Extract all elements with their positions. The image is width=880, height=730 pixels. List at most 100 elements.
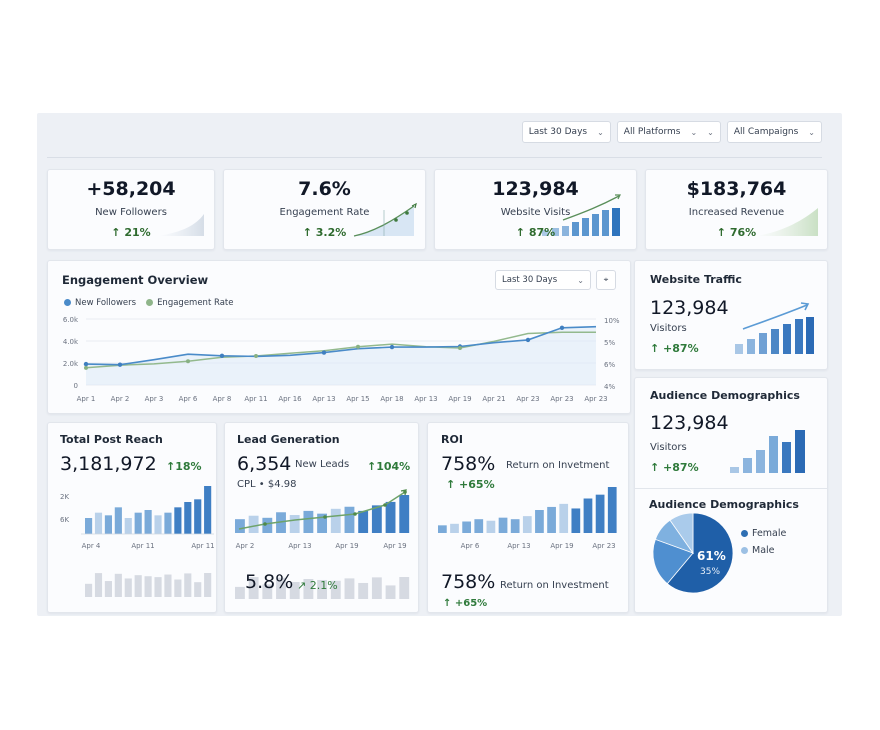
kpi-bar-sparkline xyxy=(542,194,621,236)
x-tick-label: Apr 21 xyxy=(482,395,505,403)
legend-item: Engagement Rate xyxy=(146,298,233,308)
bar xyxy=(164,512,172,534)
y-tick-label: 6K xyxy=(60,516,69,524)
ghost-bar xyxy=(303,578,314,599)
x-tick-label: Apr 13 xyxy=(288,542,311,550)
bar xyxy=(124,518,132,534)
ghost-bar xyxy=(114,573,122,597)
roi-card: ROI 758% Return on Invetment ↑ +65% Apr … xyxy=(427,422,629,613)
x-tick-label: Apr 11 xyxy=(244,395,267,403)
kpi-card-revenue[interactable]: $183,764 Increased Revenue ↑ 76% xyxy=(645,169,828,250)
pie-slice xyxy=(669,512,694,555)
x-tick-label: Apr 8 xyxy=(213,395,232,403)
kpi-value: 123,984 xyxy=(492,178,579,200)
data-point xyxy=(84,365,88,370)
bar xyxy=(134,512,142,534)
audience-demographics-card: Audience Demographics 123,984 Visitors ↑… xyxy=(634,377,828,613)
leads-change: ↑104% xyxy=(367,460,411,473)
kpi-card-visits[interactable]: 123,984 Website Visits ↑ 87% xyxy=(434,169,637,250)
website-traffic-card: Website Traffic 123,984 Visitors ↑ +87% xyxy=(634,260,828,370)
data-point xyxy=(117,362,123,367)
roi-sub: Return on Invetment xyxy=(506,460,610,471)
bar xyxy=(399,495,410,533)
ghost-bar xyxy=(248,577,259,599)
data-point xyxy=(389,344,395,350)
header-divider xyxy=(47,157,822,158)
expand-button[interactable]: ⌖ xyxy=(596,270,616,290)
leads-sub: New Leads xyxy=(295,459,350,470)
legend-dot xyxy=(741,547,748,554)
series-line-engagement-rate xyxy=(85,331,596,369)
ghost-bar xyxy=(94,573,103,597)
platform-dropdown[interactable]: All Platforms ⌄ ⌄ xyxy=(616,121,721,143)
bar xyxy=(571,508,581,533)
traffic-change: ↑ +87% xyxy=(650,342,699,355)
card-title: Audience Demographics xyxy=(650,389,800,402)
x-tick-label: Apr 19 xyxy=(383,542,406,550)
chevron-down-icon: ⌄ xyxy=(808,127,815,137)
x-tick-label: Apr 19 xyxy=(335,542,358,550)
ghost-bar xyxy=(124,578,132,597)
bar xyxy=(559,503,569,533)
legend-item: New Followers xyxy=(64,298,136,308)
x-tick-label: Apr 4 xyxy=(82,542,101,550)
lead-bar-chart: Apr 2 Apr 13 Apr 19 Apr 19 xyxy=(235,489,410,599)
legend-label: Engagement Rate xyxy=(157,298,234,308)
lead-rate-change: ↗ 2.1% xyxy=(297,579,338,592)
pie-slice xyxy=(652,538,694,585)
engagement-range-dropdown[interactable]: Last 30 Days ⌄ xyxy=(495,270,591,290)
y-tick-label: 2K xyxy=(60,493,69,501)
bar xyxy=(303,510,314,533)
card-title: Lead Generation xyxy=(237,433,340,446)
kpi-change: ↑ 21% xyxy=(111,226,151,239)
platform-label: All Platforms xyxy=(623,127,681,137)
ghost-bar xyxy=(317,579,328,599)
bar xyxy=(184,502,192,534)
x-tick-label: Apr 23 xyxy=(592,542,615,550)
ghost-bar xyxy=(235,586,245,599)
ghost-bar xyxy=(184,573,192,597)
y-tick-right: 5% xyxy=(604,339,615,347)
bar xyxy=(498,517,508,533)
kpi-card-followers[interactable]: +58,204 New Followers ↑ 21% xyxy=(47,169,215,250)
post-reach-card: Total Post Reach 3,181,972 ↑18% Apr 4 Apr… xyxy=(47,422,217,613)
campaign-dropdown[interactable]: All Campaigns ⌄ xyxy=(726,121,822,143)
chevron-down-icon: ⌄ xyxy=(577,275,584,285)
bar xyxy=(607,487,617,533)
data-point xyxy=(186,359,190,364)
trend-arrow xyxy=(400,489,407,496)
engagement-overview-card: Engagement Overview Last 30 Days ⌄ ⌖ New… xyxy=(47,260,631,414)
pie-legend-item: Female xyxy=(741,528,786,539)
bar xyxy=(510,519,520,533)
ghost-bar xyxy=(174,579,182,597)
x-tick-label: Apr 13 xyxy=(414,395,437,403)
roi-change: ↑ +65% xyxy=(446,478,495,491)
engagement-line-chart: 6.0k 4.0k 2.0k 0 10% 5% 6% 4% Apr 1 Apr 2 Apr 3 Apr… xyxy=(63,316,620,403)
y-tick-right: 6% xyxy=(604,361,615,369)
audience-value: 123,984 xyxy=(650,412,729,434)
lead-generation-card: Lead Generation 6,354 New Leads ↑104% CP… xyxy=(224,422,419,613)
bar xyxy=(104,515,112,534)
date-range-dropdown[interactable]: Last 30 Days ⌄ xyxy=(521,121,611,143)
engagement-range-label: Last 30 Days xyxy=(502,275,558,285)
y-tick-right: 10% xyxy=(604,317,620,325)
bar xyxy=(144,510,152,534)
bar xyxy=(583,498,593,533)
area-fill xyxy=(86,326,596,385)
kpi-sparkline xyxy=(158,214,204,236)
pie-legend-item: Male xyxy=(741,545,775,556)
roi-change-2: ↑ +65% xyxy=(443,598,488,609)
x-tick-label: Apr 2 xyxy=(236,542,255,550)
card-title: Audience Demographics xyxy=(649,498,799,511)
ghost-bar xyxy=(144,576,152,597)
chevron-down-icon: ⌄ xyxy=(690,127,698,137)
ghost-bar xyxy=(154,577,162,597)
kpi-card-engagement[interactable]: 7.6% Engagement Rate ↑ 3.2% xyxy=(223,169,426,250)
y-tick-right: 4% xyxy=(604,383,615,391)
x-tick-label: Apr 19 xyxy=(448,395,471,403)
ghost-bar xyxy=(344,578,355,599)
audience-sub: Visitors xyxy=(650,442,687,453)
series-line-new-followers xyxy=(85,325,597,366)
data-point xyxy=(219,353,225,359)
expand-icon: ⌖ xyxy=(603,275,609,284)
